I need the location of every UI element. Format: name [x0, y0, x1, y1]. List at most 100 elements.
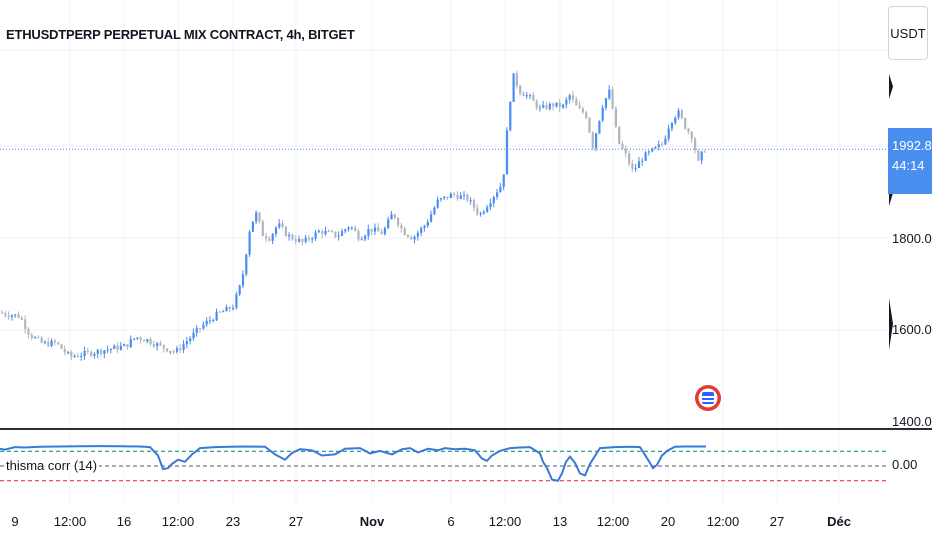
candle-body — [14, 314, 17, 316]
candle-body — [624, 148, 627, 154]
candle-body — [350, 227, 353, 229]
x-tick-label: 6 — [447, 514, 455, 529]
candle-body — [327, 230, 330, 232]
candle-body — [684, 118, 687, 129]
x-tick-label: 27 — [288, 514, 304, 529]
candle-body — [331, 231, 334, 233]
candle-body — [142, 339, 146, 342]
candle-body — [47, 341, 50, 347]
indicator-levels — [0, 450, 888, 482]
candle-body — [628, 153, 631, 164]
candle-body — [515, 73, 518, 86]
y-tick-label: 1600.00 — [892, 322, 932, 337]
candle-body — [248, 231, 251, 255]
candle-body — [162, 344, 165, 349]
candle-body — [614, 108, 617, 127]
candle-body — [697, 150, 700, 161]
candle-body — [575, 99, 578, 106]
x-tick-label: 12:00 — [161, 514, 195, 529]
candle-body — [598, 120, 601, 134]
candle-body — [225, 306, 228, 312]
candle-body — [30, 334, 33, 339]
candle-body — [298, 239, 301, 242]
candle-body — [357, 231, 360, 240]
candle-body — [172, 351, 175, 353]
candle-body — [538, 107, 542, 109]
candle-body — [261, 221, 264, 237]
flag-icon[interactable] — [695, 385, 721, 411]
candle-body — [466, 194, 469, 201]
candle-body — [271, 233, 274, 241]
candle-body — [545, 104, 548, 109]
candle-body — [136, 337, 139, 339]
candle-body — [571, 95, 575, 100]
candle-body — [80, 356, 83, 358]
indicator-label[interactable]: thisma corr (14) — [4, 458, 100, 473]
candle-body — [344, 229, 347, 232]
candle-body — [426, 221, 429, 226]
last-price-tag: 1992.88 44:14 — [888, 128, 932, 194]
candle-body — [76, 356, 80, 358]
candle-body — [486, 207, 489, 212]
candle-body — [456, 194, 459, 199]
candle-body — [324, 230, 327, 235]
candle-body — [410, 236, 413, 240]
candle-body — [314, 232, 317, 239]
candle-body — [202, 324, 205, 329]
candle-body — [413, 236, 416, 240]
candle-body — [664, 138, 667, 145]
candle-body — [311, 238, 314, 240]
candle-body — [86, 350, 89, 352]
candle-body — [703, 151, 707, 153]
candle-body — [370, 228, 373, 232]
candle-body — [274, 227, 278, 234]
candle-body — [40, 337, 43, 343]
candle-body — [27, 329, 30, 335]
candle-body — [463, 194, 466, 196]
candle-body — [558, 102, 561, 108]
candle-body — [387, 219, 390, 229]
candle-body — [505, 130, 509, 175]
candle-body — [360, 239, 363, 241]
bar-countdown: 44:14 — [892, 158, 925, 173]
candle-body — [20, 317, 23, 320]
candle-body — [637, 161, 641, 168]
indicator-zero-label: 0.00 — [892, 457, 918, 472]
candle-body — [205, 320, 208, 325]
candle-body — [525, 95, 528, 97]
candle-body — [502, 174, 505, 187]
candle-body — [7, 315, 10, 318]
candle-body — [608, 89, 611, 99]
candle-body — [103, 350, 106, 354]
candle-body — [618, 126, 621, 144]
candle-body — [403, 228, 406, 236]
candle-body — [535, 100, 538, 109]
candle-body — [301, 239, 304, 242]
x-tick-label: 27 — [769, 514, 785, 529]
symbol-title: ETHUSDTPERP PERPETUAL MIX CONTRACT, 4h, … — [6, 27, 355, 42]
x-tick-label: 12:00 — [706, 514, 740, 529]
candle-body — [218, 311, 221, 313]
candle-body — [288, 234, 291, 237]
candle-body — [565, 99, 568, 105]
x-tick-label: 12:00 — [53, 514, 87, 529]
x-tick-label: 12:00 — [488, 514, 522, 529]
candle-body — [334, 231, 337, 237]
candle-body — [159, 343, 162, 345]
candle-body — [373, 227, 377, 232]
candle-body — [60, 344, 63, 349]
candle-body — [166, 348, 169, 352]
candle-body — [492, 196, 495, 204]
candle-body — [251, 221, 254, 232]
currency-button[interactable]: USDT — [888, 6, 928, 60]
candle-body — [512, 73, 515, 102]
candle-body — [212, 320, 215, 322]
candle-body — [169, 351, 172, 353]
candle-body — [265, 236, 268, 239]
candle-body — [667, 128, 670, 139]
candle-body — [542, 104, 545, 108]
candle-body — [337, 235, 340, 237]
candle-body — [73, 356, 76, 358]
candle-body — [291, 234, 294, 240]
candle-body — [423, 225, 426, 228]
